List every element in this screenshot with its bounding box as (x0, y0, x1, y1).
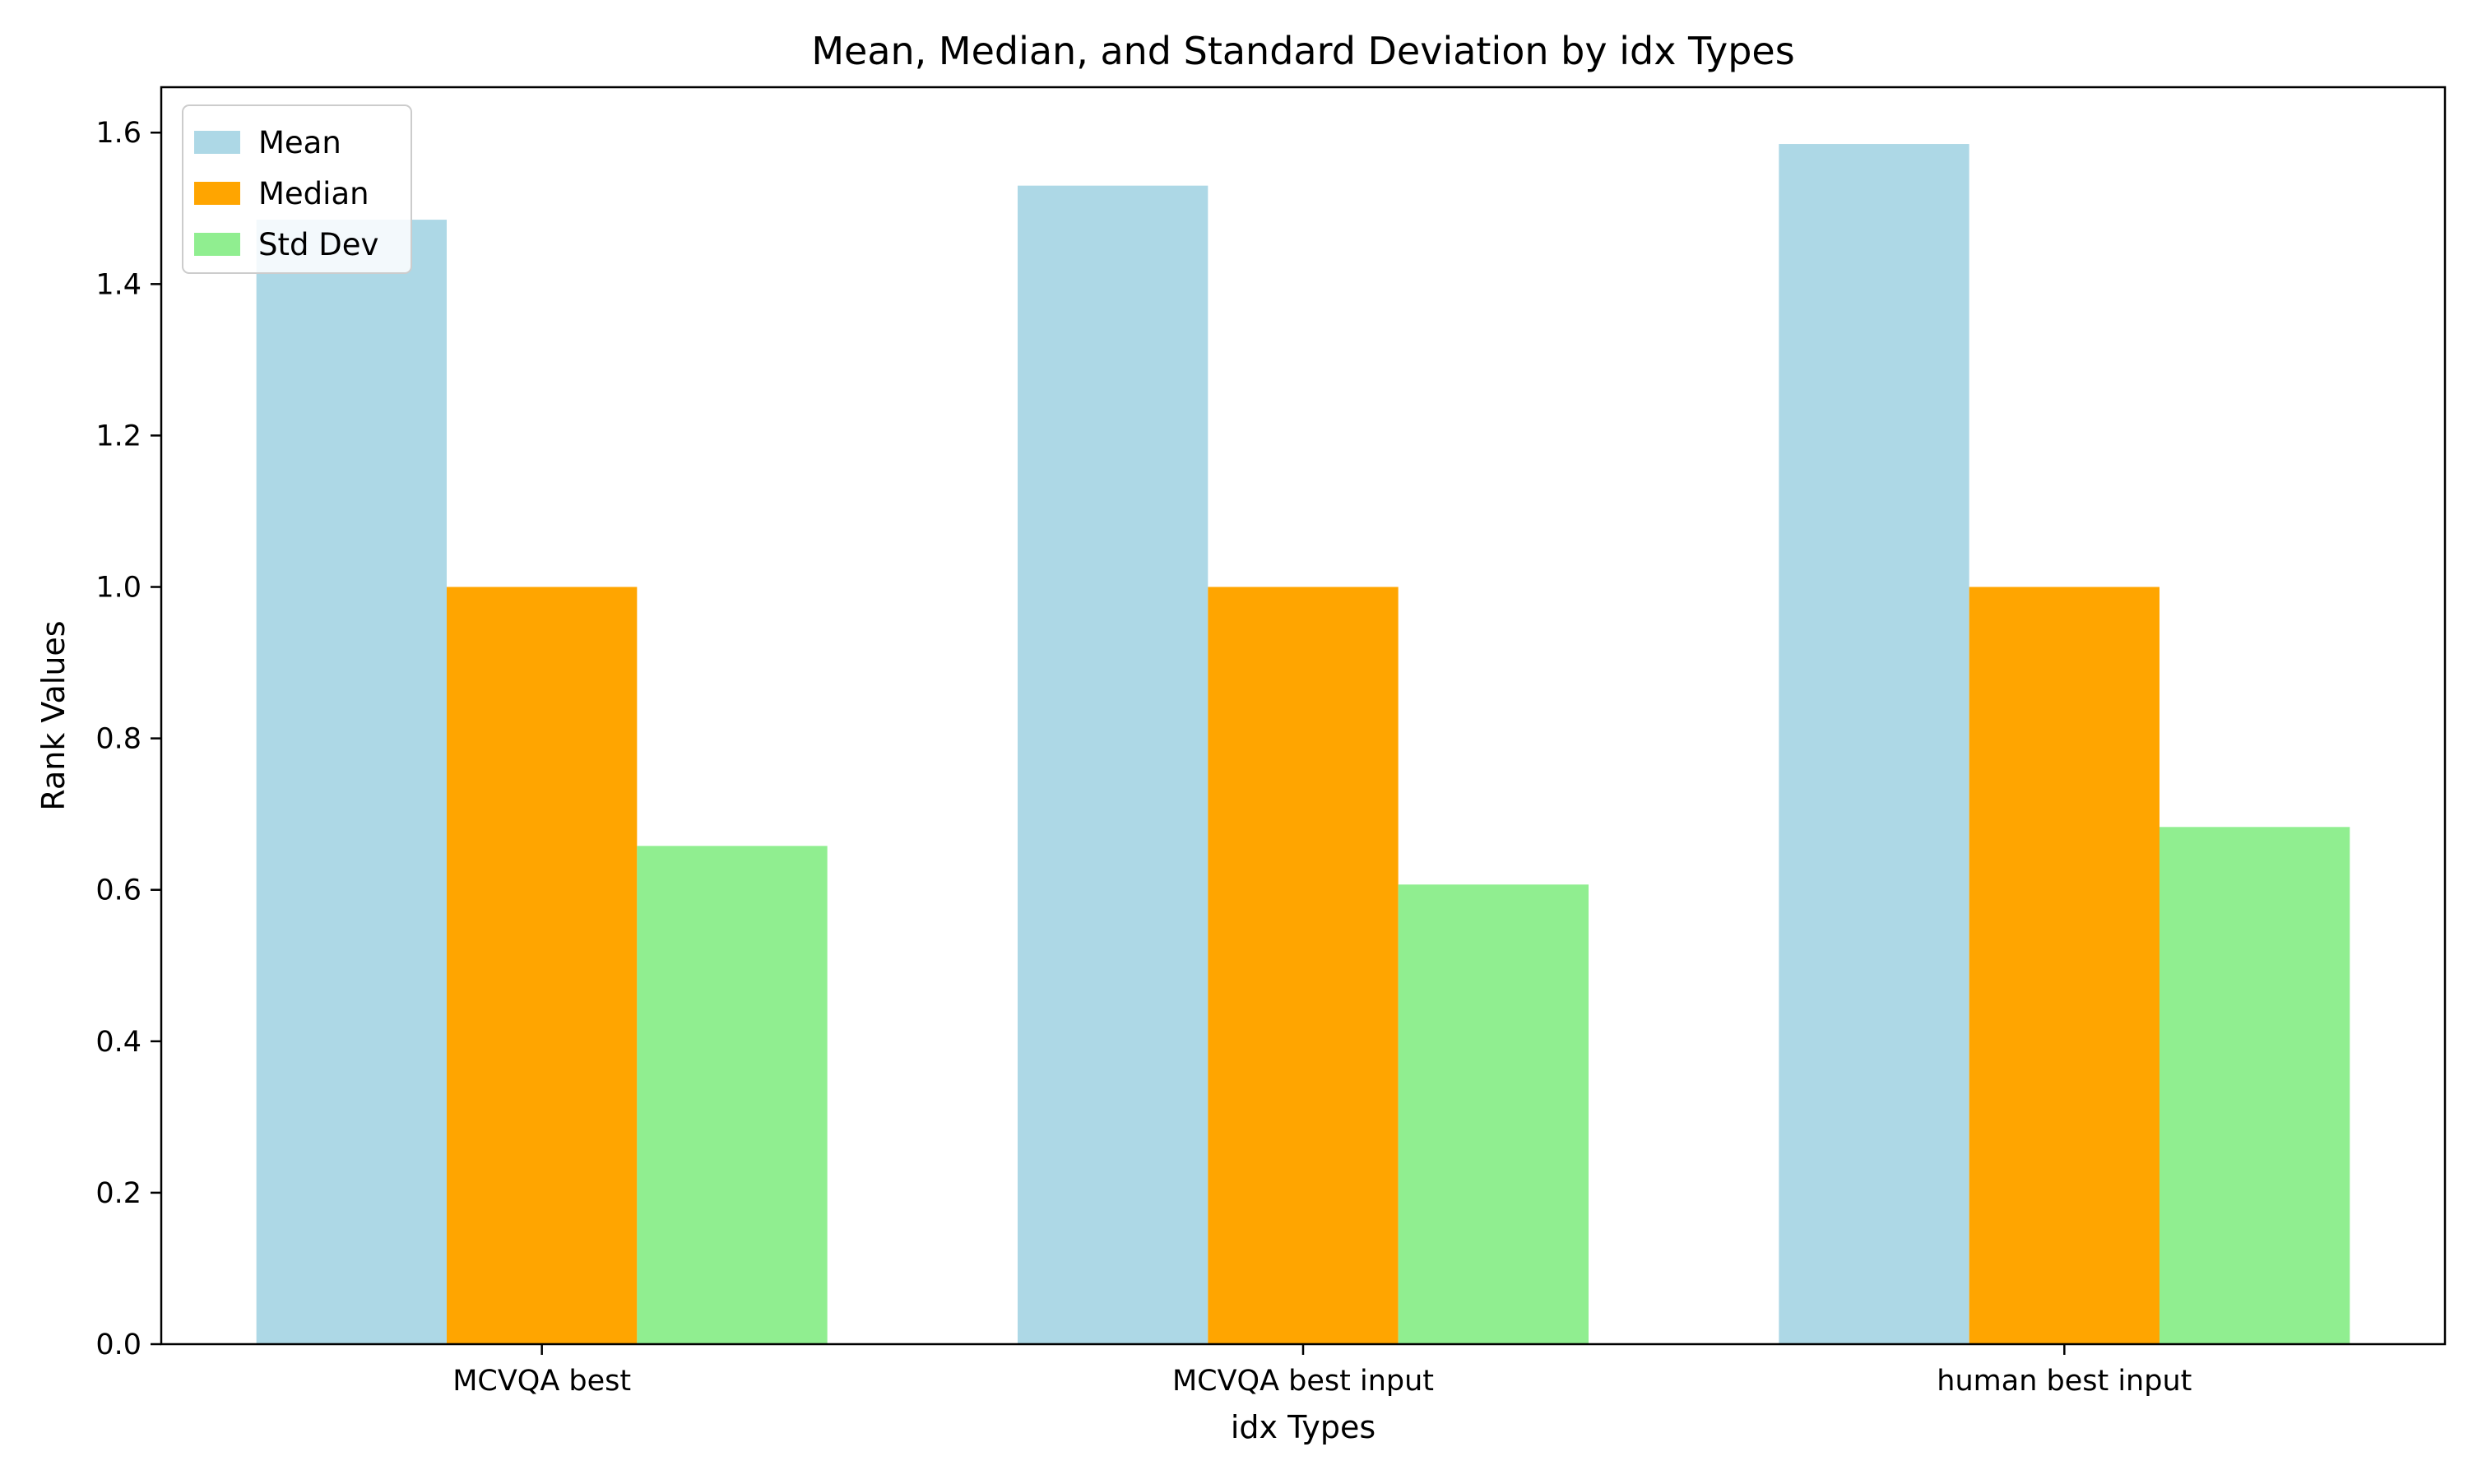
legend-label-median: Median (258, 176, 369, 211)
y-tick-label: 0.4 (95, 1026, 141, 1059)
axes-layer: 0.0 0.2 0.4 0.6 0.8 1.0 1.2 1.4 1.6 MCVQA best MCV… (95, 86, 2447, 1398)
y-tick-label: 0.6 (95, 874, 141, 907)
y-tick-label: 1.6 (95, 117, 141, 150)
bars-layer (256, 144, 2350, 1345)
x-tick-label: MCVQA best input (1172, 1365, 1434, 1398)
bar-std-dev-2 (1398, 884, 1589, 1344)
legend-swatch-mean (194, 131, 240, 154)
chart-title: Mean, Median, and Standard Deviation by … (811, 29, 1794, 73)
x-tick-label: human best input (1937, 1365, 2192, 1398)
bar-mean-3 (1779, 144, 1969, 1345)
bar-mean-1 (256, 220, 447, 1344)
x-tick-label: MCVQA best (452, 1365, 631, 1398)
y-tick-label: 0.0 (95, 1329, 141, 1361)
bar-median-2 (1208, 587, 1399, 1344)
legend-label-std-dev: Std Dev (258, 227, 378, 262)
bar-median-3 (1969, 587, 2160, 1344)
legend-label-mean: Mean (258, 125, 341, 160)
y-tick-label: 0.2 (95, 1177, 141, 1210)
y-tick-label: 1.4 (95, 268, 141, 301)
y-tick-label: 1.2 (95, 420, 141, 452)
bar-mean-2 (1018, 185, 1208, 1345)
legend: Mean Median Std Dev (182, 104, 412, 274)
y-tick-label: 1.0 (95, 572, 141, 605)
bar-std-dev-1 (637, 846, 828, 1344)
bar-std-dev-3 (2160, 827, 2350, 1344)
bar-median-1 (447, 587, 638, 1344)
y-tick-label: 0.8 (95, 723, 141, 756)
x-axis-label: idx Types (1231, 1409, 1375, 1445)
legend-swatch-median (194, 182, 240, 205)
y-axis-label: Rank Values (35, 620, 72, 810)
legend-swatch-std-dev (194, 233, 240, 256)
